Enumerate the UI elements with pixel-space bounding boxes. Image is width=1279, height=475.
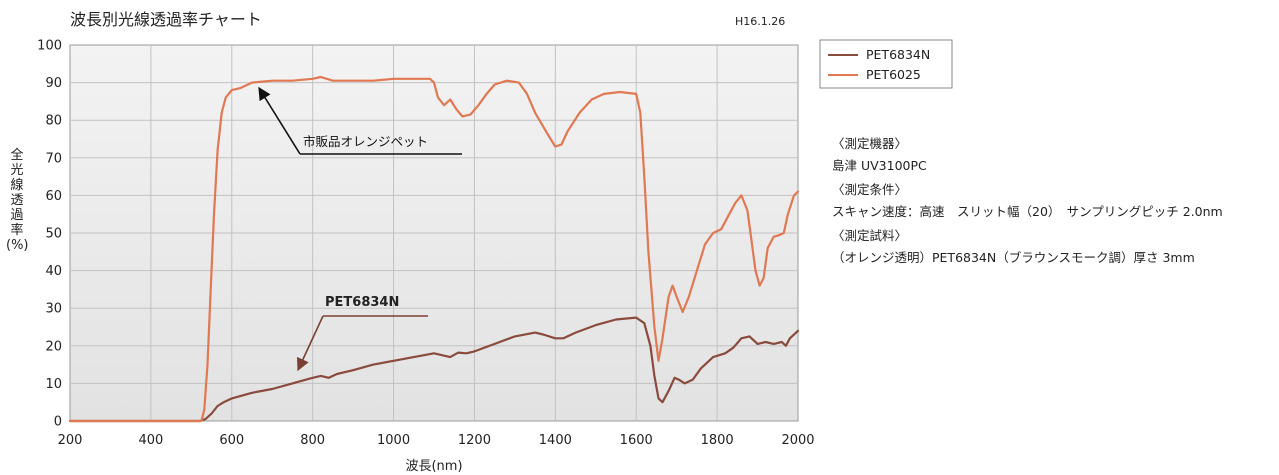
x-tick-label: 400: [138, 433, 163, 448]
x-tick-label: 1000: [377, 433, 410, 448]
legend-box: [819, 39, 953, 89]
sample-heading: 〈測定試料〉: [832, 228, 908, 243]
legend: PET6834N PET6025: [819, 39, 953, 89]
y-tick-label: 80: [45, 114, 62, 129]
x-tick-label: 2000: [781, 433, 814, 448]
x-axis-title: 波長(nm): [405, 459, 462, 474]
grid-lines: [70, 45, 798, 421]
x-tick-label: 800: [300, 433, 325, 448]
x-tick-label: 1200: [458, 433, 491, 448]
x-tick-label: 600: [219, 433, 244, 448]
chart-date-label: H16.1.26: [735, 15, 785, 28]
y-tick-label: 50: [45, 227, 62, 242]
y-tick-label: 20: [45, 339, 62, 354]
legend-label-pet6834n: PET6834N: [866, 47, 930, 62]
x-tick-label: 1400: [539, 433, 572, 448]
x-tick-label: 1600: [620, 433, 653, 448]
annotation-commercial-orange-pet: 市販品オレンジペット: [303, 134, 428, 149]
series-line-pet6025: [68, 75, 800, 423]
conditions-heading: 〈測定条件〉: [832, 182, 908, 197]
y-tick-label: 100: [37, 39, 62, 54]
y-tick-label: 30: [45, 302, 62, 317]
annotation-pet6834n-label: PET6834N: [325, 295, 399, 310]
y-tick-label: 10: [45, 377, 62, 392]
legend-label-pet6025: PET6025: [866, 67, 921, 82]
device-value: 島津 UV3100PC: [832, 158, 927, 173]
tick-labels: 0 10 20 30 40 50 60 70 80 90 100 200 400 600 800 1000 12…: [37, 39, 814, 449]
y-tick-label: 60: [45, 189, 62, 204]
annotation-commercial-arrow: [258, 86, 301, 155]
conditions-value: スキャン速度：高速 スリット幅（20） サンプリングピッチ 2.0nm: [832, 204, 1223, 219]
chart-title: 波長別光線透過率チャート: [70, 10, 262, 29]
x-tick-label: 1800: [701, 433, 734, 448]
device-heading: 〈測定機器〉: [832, 136, 908, 151]
series-line-pet6834n: [68, 316, 800, 423]
y-axis-title: 全光線透過率(%): [6, 148, 29, 253]
y-tick-label: 90: [45, 76, 62, 91]
y-tick-label: 70: [45, 151, 62, 166]
series-lines: [68, 75, 800, 423]
measurement-info: 〈測定機器〉 島津 UV3100PC 〈測定条件〉 スキャン速度：高速 スリット…: [832, 135, 1223, 271]
y-tick-label: 40: [45, 264, 62, 279]
y-tick-label: 0: [54, 415, 62, 430]
sample-value: （オレンジ透明）PET6834N（ブラウンスモーク調）厚さ 3mm: [832, 250, 1195, 265]
annotation-pet6834n-arrow: [297, 315, 324, 372]
x-tick-label: 200: [58, 433, 83, 448]
annotations: 市販品オレンジペット PET6834N: [258, 86, 462, 372]
